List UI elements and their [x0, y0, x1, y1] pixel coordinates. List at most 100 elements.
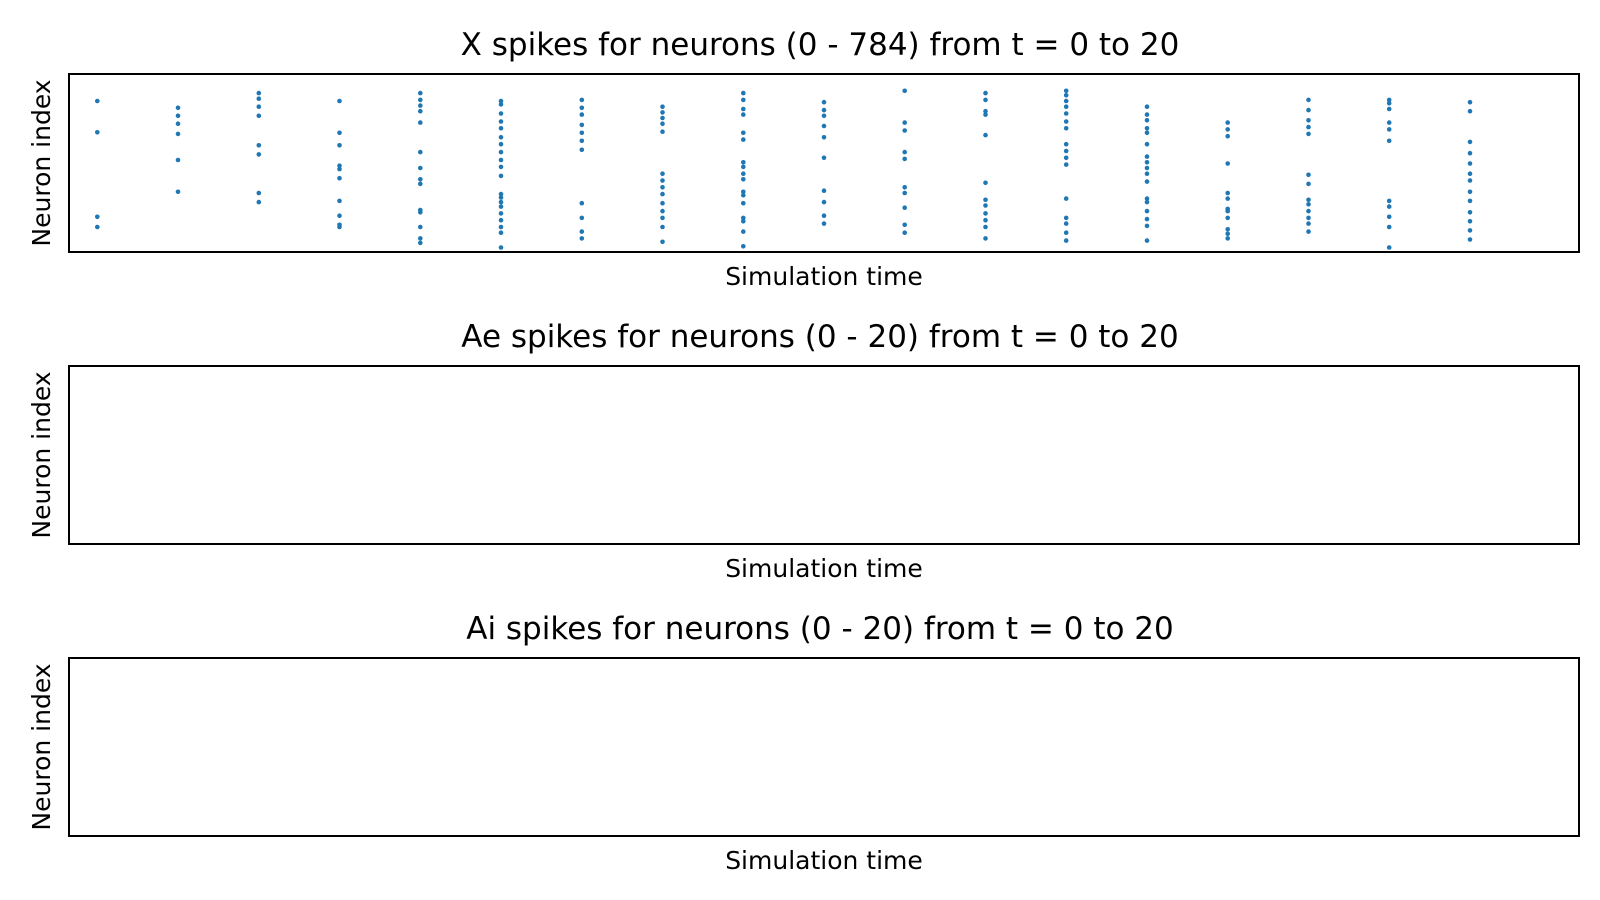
- spike-point: [1467, 198, 1473, 204]
- spike-point: [983, 236, 988, 241]
- spike-point: [498, 199, 504, 205]
- spike-point: [337, 175, 342, 181]
- spike-point: [983, 211, 988, 216]
- spike-point: [175, 131, 181, 137]
- spike-point: [983, 224, 988, 230]
- spike-point: [821, 188, 827, 193]
- spike-point: [498, 119, 504, 124]
- spike-point: [902, 149, 907, 155]
- spike-point: [1386, 127, 1392, 132]
- spike-point: [1063, 104, 1069, 109]
- spike-point: [741, 177, 746, 182]
- spike-point: [741, 215, 746, 221]
- spike-point: [821, 123, 827, 129]
- spike-point: [902, 185, 907, 190]
- spike-point: [175, 157, 181, 163]
- spike-point: [418, 224, 423, 230]
- spike-point: [175, 113, 181, 119]
- panel-ai-spikes: Ai spikes for neurons (0 - 20) from t = …: [27, 611, 1580, 875]
- spike-point: [1225, 161, 1230, 166]
- spike-point: [1306, 181, 1311, 187]
- spike-point: [1386, 97, 1392, 103]
- spike-point: [660, 171, 665, 176]
- spike-point: [660, 191, 665, 197]
- spike-point: [741, 192, 746, 198]
- spike-point: [1386, 204, 1392, 209]
- spike-point: [983, 112, 988, 117]
- spike-point: [256, 113, 262, 119]
- plot-area: [68, 365, 1580, 545]
- spike-point: [741, 137, 746, 142]
- spike-point: [821, 213, 827, 218]
- spike-point: [498, 191, 504, 197]
- spike-point: [1306, 107, 1311, 113]
- spike-point: [1467, 219, 1473, 224]
- spike-point: [418, 165, 423, 171]
- spike-point: [821, 155, 827, 161]
- spike-point: [1225, 196, 1230, 201]
- spike-point: [1306, 197, 1311, 203]
- spike-point: [1386, 198, 1392, 204]
- spike-point: [660, 110, 665, 115]
- spike-point: [1063, 215, 1069, 221]
- spike-point: [418, 240, 423, 246]
- spike-point: [579, 112, 585, 117]
- spike-point: [1386, 214, 1392, 220]
- spike-point: [1467, 228, 1473, 233]
- spike-point: [1063, 88, 1069, 94]
- spike-point: [418, 181, 423, 187]
- spike-point: [741, 189, 746, 195]
- spike-point: [1386, 101, 1392, 106]
- spike-point: [902, 156, 907, 162]
- spike-point: [579, 122, 585, 128]
- spike-point: [418, 97, 423, 103]
- spike-point: [1225, 190, 1230, 196]
- spike-point: [95, 130, 100, 135]
- spike-point: [175, 189, 181, 195]
- spike-point: [821, 99, 827, 105]
- spike-point: [660, 104, 665, 109]
- spike-point: [1306, 118, 1311, 123]
- plot-area: [68, 657, 1580, 837]
- spike-points: [95, 88, 1473, 250]
- spike-point: [1063, 162, 1069, 167]
- spike-point: [1306, 215, 1311, 221]
- spike-point: [983, 197, 988, 203]
- spike-point: [1306, 202, 1311, 207]
- spike-point: [256, 152, 262, 157]
- spike-point: [418, 236, 423, 241]
- spike-point: [660, 239, 665, 245]
- spike-point: [983, 203, 988, 208]
- spike-point: [498, 149, 504, 155]
- spike-point: [1225, 127, 1230, 132]
- spike-point: [498, 102, 504, 107]
- spike-point: [1063, 141, 1069, 147]
- spike-point: [337, 130, 342, 136]
- spike-point: [1386, 138, 1392, 144]
- spike-point: [256, 143, 262, 148]
- spike-point: [256, 96, 262, 101]
- spike-point: [256, 104, 262, 109]
- spike-point: [498, 111, 504, 116]
- spike-point: [660, 121, 665, 126]
- spike-point: [741, 219, 746, 224]
- spike-point: [1225, 227, 1230, 232]
- spike-point: [337, 98, 342, 104]
- spike-point: [1306, 172, 1311, 178]
- spike-point: [418, 149, 423, 155]
- spike-point: [337, 166, 342, 172]
- spike-point: [902, 190, 907, 196]
- spike-point: [1386, 120, 1392, 125]
- spike-point: [741, 200, 746, 206]
- spike-point: [1467, 178, 1473, 183]
- panel-ae-spikes: Ae spikes for neurons (0 - 20) from t = …: [27, 319, 1580, 583]
- spike-point: [821, 113, 827, 119]
- spike-point: [660, 215, 665, 221]
- spike-point: [498, 98, 504, 104]
- spike-point: [498, 245, 504, 250]
- panel-x-spikes: X spikes for neurons (0 - 784) from t = …: [27, 27, 1580, 291]
- spike-point: [1467, 189, 1473, 195]
- spike-point: [1144, 208, 1150, 214]
- spike-point: [1467, 108, 1473, 114]
- spike-point: [95, 224, 100, 230]
